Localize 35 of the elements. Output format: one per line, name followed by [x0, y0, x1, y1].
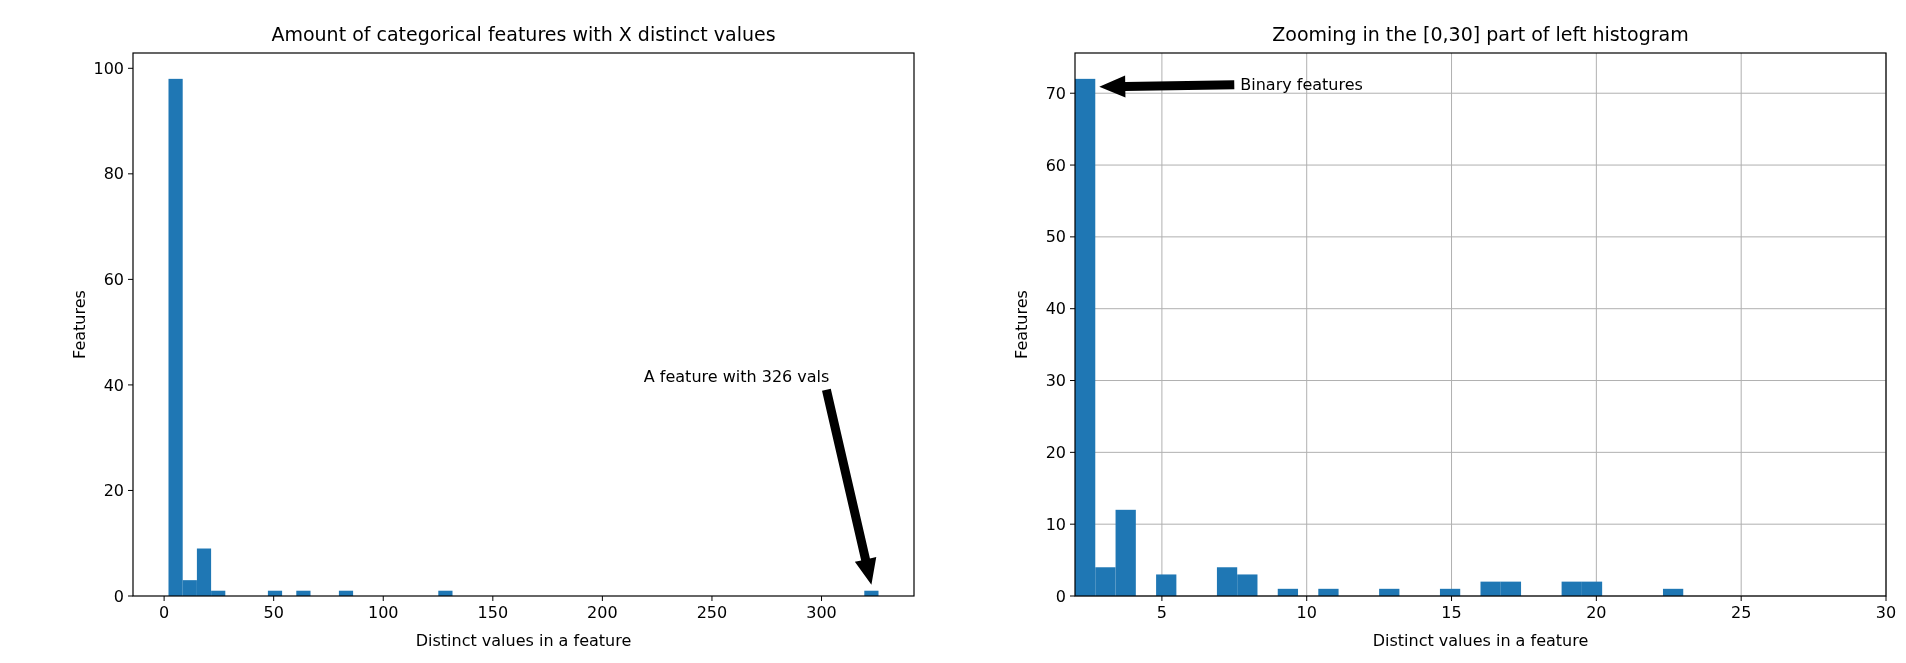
- x-tick-label: 25: [1731, 603, 1752, 622]
- y-axis-title: Features: [1012, 290, 1031, 359]
- x-tick-label: 150: [477, 603, 509, 622]
- x-tick-label: 20: [1586, 603, 1607, 622]
- y-tick-label: 30: [1045, 371, 1066, 391]
- y-tick-label: 80: [103, 164, 124, 184]
- x-tick-label: 200: [587, 603, 618, 622]
- x-tick-label: 0: [159, 603, 170, 622]
- y-tick-label: 60: [1045, 155, 1066, 175]
- y-tick-label: 20: [103, 481, 124, 501]
- x-tick-label: 100: [367, 603, 399, 622]
- y-tick-label: 10: [1045, 514, 1066, 534]
- x-tick-label: 10: [1296, 603, 1317, 622]
- y-tick-label: 0: [113, 586, 124, 606]
- y-axis-title: Features: [70, 290, 89, 359]
- x-tick-label: 250: [696, 603, 728, 622]
- y-tick-label: 100: [93, 58, 124, 78]
- chart-title: Zooming in the [0,30] part of left histogram: [1272, 23, 1689, 45]
- x-axis-title: Distinct values in a feature: [415, 631, 632, 650]
- y-tick-label: 50: [1045, 227, 1066, 247]
- x-tick-label: 15: [1441, 603, 1462, 622]
- y-tick-label: 40: [103, 375, 124, 395]
- annotation: A feature with 326 vals: [643, 366, 830, 386]
- x-tick-label: 5: [1156, 603, 1167, 622]
- y-tick-label: 40: [1045, 299, 1066, 319]
- annotation: Binary features: [1240, 75, 1363, 95]
- x-tick-label: 50: [263, 603, 284, 622]
- y-tick-label: 70: [1045, 83, 1066, 103]
- y-tick-label: 20: [1045, 442, 1066, 462]
- y-tick-label: 60: [103, 269, 124, 289]
- x-tick-label: 300: [806, 603, 837, 622]
- x-axis-title: Distinct values in a feature: [1372, 631, 1589, 650]
- y-tick-label: 0: [1055, 586, 1066, 606]
- x-tick-label: 30: [1875, 603, 1897, 622]
- chart-title: Amount of categorical features with X distinct values: [271, 23, 776, 45]
